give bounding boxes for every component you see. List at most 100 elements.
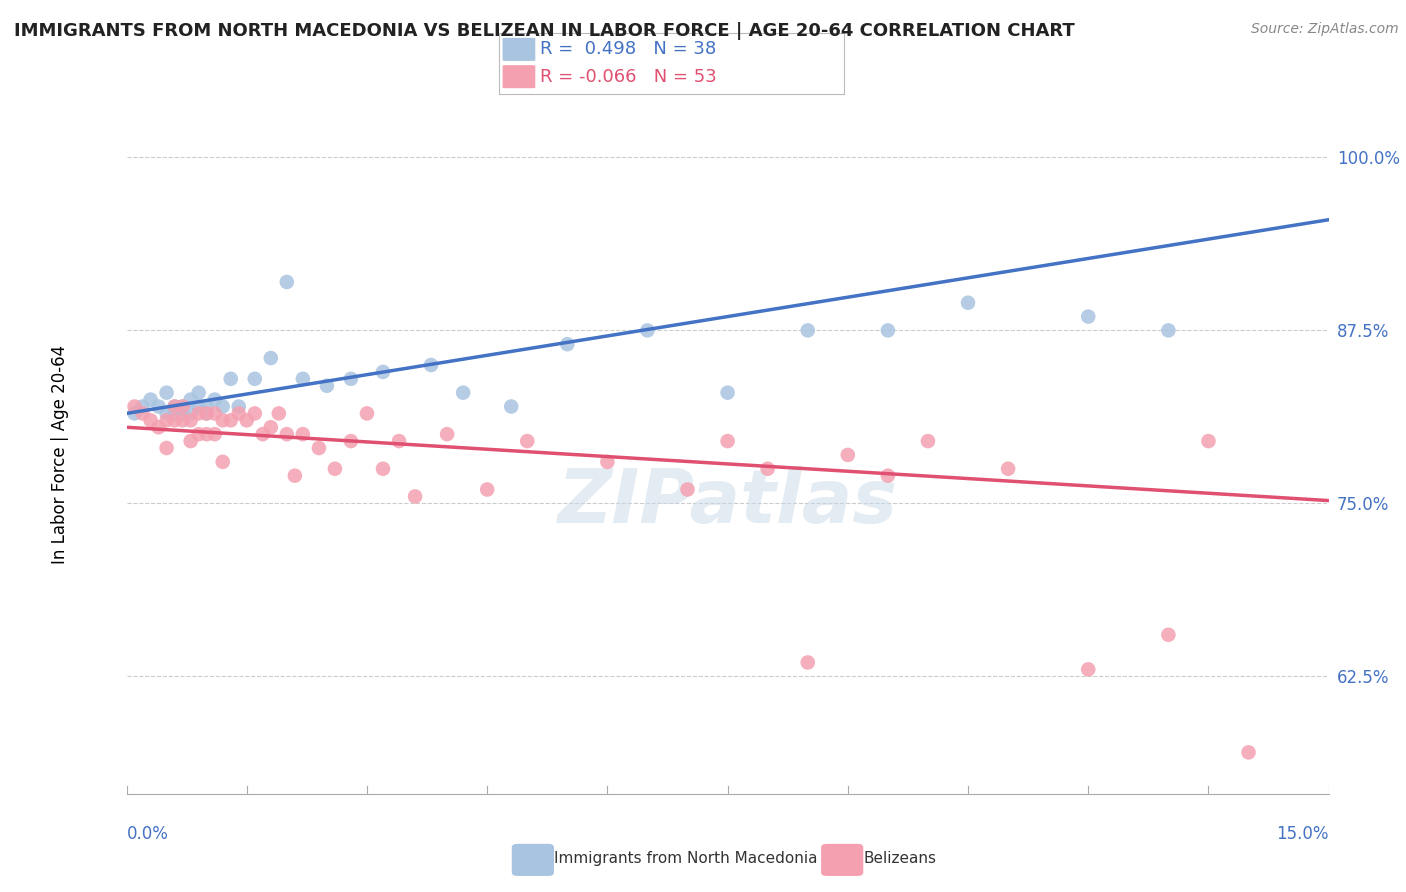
Point [716, 434, 740, 448]
Point [163, 406, 186, 420]
Point [501, 400, 523, 414]
Point [180, 413, 202, 427]
Point [1077, 310, 1099, 324]
Point [172, 413, 194, 427]
Point [291, 372, 314, 386]
Point [187, 400, 209, 414]
Point [180, 392, 202, 407]
Point [917, 434, 939, 448]
Point [204, 406, 226, 420]
Point [260, 351, 283, 365]
Point [356, 406, 378, 420]
Point [997, 462, 1019, 476]
Point [388, 434, 411, 448]
Point [1237, 745, 1260, 759]
Point [219, 413, 242, 427]
Point [796, 323, 818, 337]
Point [267, 406, 290, 420]
Point [155, 413, 177, 427]
Point [195, 406, 218, 420]
Point [195, 400, 218, 414]
Point [636, 323, 658, 337]
Point [204, 392, 226, 407]
Point [235, 413, 259, 427]
Point [451, 385, 474, 400]
Text: ZIPatlas: ZIPatlas [558, 466, 897, 539]
Point [676, 483, 699, 497]
Point [155, 441, 177, 455]
Point [315, 378, 337, 392]
Point [124, 406, 146, 420]
Point [124, 400, 146, 414]
FancyBboxPatch shape [502, 65, 536, 88]
Point [219, 372, 242, 386]
Point [516, 434, 538, 448]
Point [155, 406, 177, 420]
Point [243, 372, 266, 386]
Point [211, 455, 233, 469]
Point [252, 427, 274, 442]
Point [211, 400, 233, 414]
Point [557, 337, 579, 351]
Point [284, 468, 307, 483]
Point [1157, 323, 1180, 337]
Point [716, 385, 740, 400]
Point [172, 406, 194, 420]
Point [436, 427, 458, 442]
Point [340, 434, 363, 448]
Point [187, 385, 209, 400]
Text: 0.0%: 0.0% [127, 825, 169, 843]
Point [228, 406, 250, 420]
Text: Belizeans: Belizeans [863, 851, 936, 865]
Point [837, 448, 859, 462]
Text: R = -0.066   N = 53: R = -0.066 N = 53 [540, 68, 717, 86]
Point [172, 400, 194, 414]
Text: R =  0.498   N = 38: R = 0.498 N = 38 [540, 40, 717, 58]
Point [148, 400, 170, 414]
Point [228, 400, 250, 414]
Point [877, 468, 900, 483]
Point [371, 462, 394, 476]
Point [139, 413, 162, 427]
Point [956, 295, 979, 310]
Point [877, 323, 900, 337]
Text: Source: ZipAtlas.com: Source: ZipAtlas.com [1251, 22, 1399, 37]
Point [148, 420, 170, 434]
Point [195, 406, 218, 420]
Point [180, 406, 202, 420]
Point [163, 400, 186, 414]
Point [276, 275, 298, 289]
Point [163, 413, 186, 427]
Point [276, 427, 298, 442]
Point [475, 483, 498, 497]
FancyBboxPatch shape [502, 37, 536, 61]
Point [211, 413, 233, 427]
Point [180, 434, 202, 448]
Point [131, 400, 153, 414]
Point [139, 392, 162, 407]
Point [155, 385, 177, 400]
Point [404, 490, 426, 504]
Point [172, 400, 194, 414]
Point [340, 372, 363, 386]
Point [796, 656, 818, 670]
Point [596, 455, 619, 469]
Point [163, 400, 186, 414]
Point [243, 406, 266, 420]
Text: Immigrants from North Macedonia: Immigrants from North Macedonia [554, 851, 817, 865]
Point [308, 441, 330, 455]
Point [187, 406, 209, 420]
Point [1157, 628, 1180, 642]
Point [323, 462, 346, 476]
Point [1198, 434, 1220, 448]
Point [131, 406, 153, 420]
Point [756, 462, 779, 476]
Text: 15.0%: 15.0% [1277, 825, 1329, 843]
Point [291, 427, 314, 442]
Text: In Labor Force | Age 20-64: In Labor Force | Age 20-64 [52, 345, 69, 565]
Point [187, 427, 209, 442]
Point [1077, 662, 1099, 676]
Text: IMMIGRANTS FROM NORTH MACEDONIA VS BELIZEAN IN LABOR FORCE | AGE 20-64 CORRELATI: IMMIGRANTS FROM NORTH MACEDONIA VS BELIZ… [14, 22, 1074, 40]
Point [204, 427, 226, 442]
Point [260, 420, 283, 434]
